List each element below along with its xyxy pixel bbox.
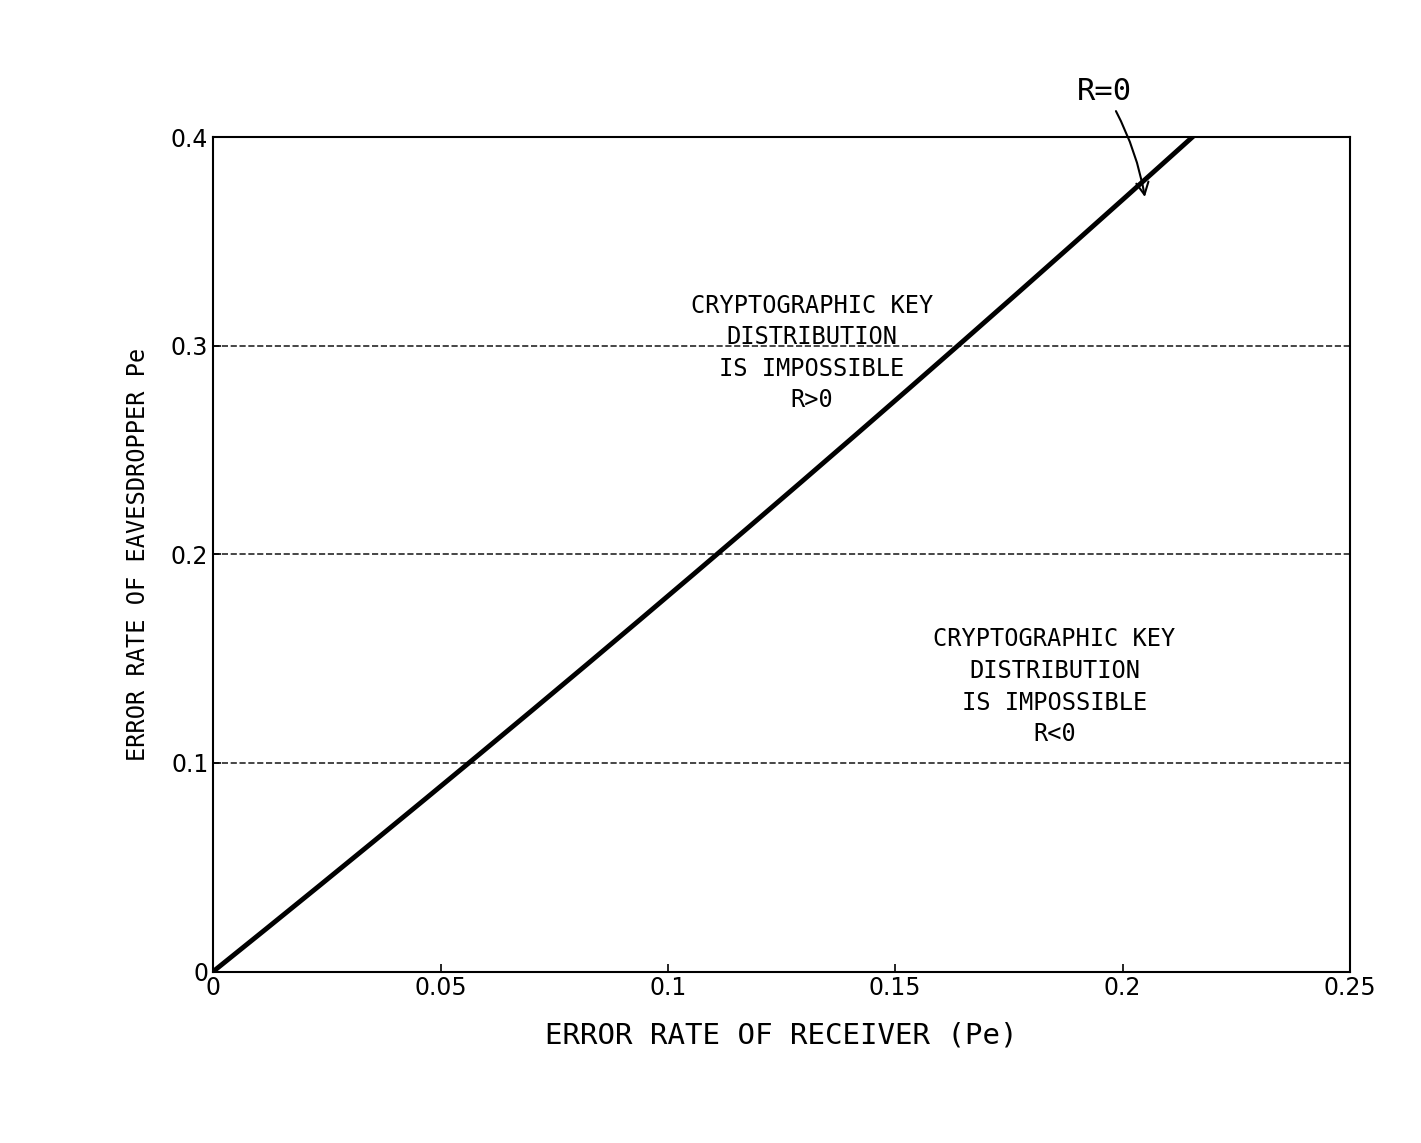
- Text: CRYPTOGRAPHIC KEY
DISTRIBUTION
IS IMPOSSIBLE
R>0: CRYPTOGRAPHIC KEY DISTRIBUTION IS IMPOSS…: [691, 294, 932, 413]
- Text: R=0: R=0: [1077, 77, 1148, 194]
- Y-axis label: ERROR RATE OF EAVESDROPPER Pe: ERROR RATE OF EAVESDROPPER Pe: [126, 347, 151, 761]
- X-axis label: ERROR RATE OF RECEIVER (Pe): ERROR RATE OF RECEIVER (Pe): [546, 1021, 1017, 1049]
- Text: CRYPTOGRAPHIC KEY
DISTRIBUTION
IS IMPOSSIBLE
R<0: CRYPTOGRAPHIC KEY DISTRIBUTION IS IMPOSS…: [934, 628, 1175, 746]
